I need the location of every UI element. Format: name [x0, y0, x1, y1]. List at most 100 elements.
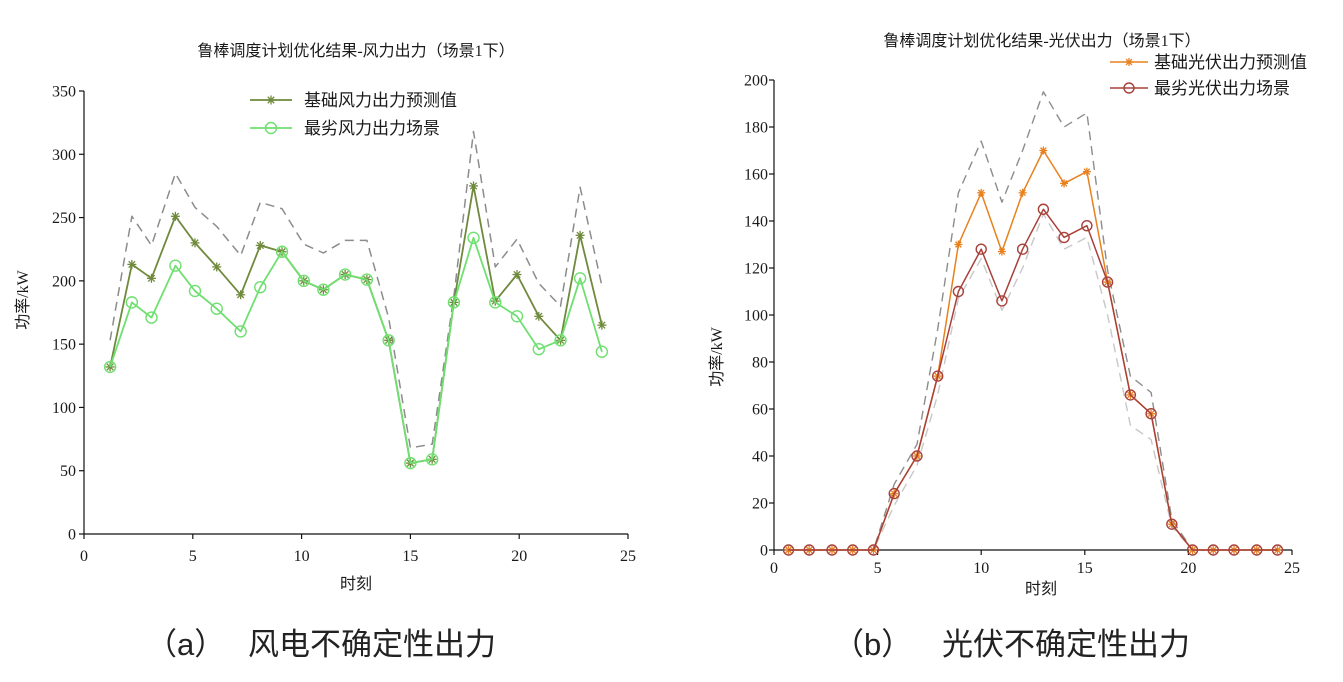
x-tick-label: 10 [294, 548, 310, 565]
wind-series [103, 130, 609, 470]
wind-forecast-marker [469, 181, 479, 191]
wind-worst-case-marker [425, 453, 439, 466]
wind-worst-case-marker-circle [360, 273, 374, 286]
caption-a-text: 风电不确定性出力 [248, 627, 496, 662]
wind-worst-case-marker [103, 360, 117, 374]
pv-forecast-marker [1060, 179, 1069, 188]
wind-worst-case-marker-circle [210, 302, 223, 315]
wind-worst-case-marker [595, 345, 609, 358]
y-tick-label: 180 [744, 120, 768, 137]
pv-worst-case-marker [1058, 231, 1070, 244]
pv-forecast-marker [1018, 188, 1027, 197]
legend-pv-worst-case-marker [1123, 82, 1135, 94]
wind-forecast-marker-stroke [513, 270, 521, 279]
wind-panel: 鲁棒调度计划优化结果-风力出力（场景1下） 0 5 10 15 20 2505010015… [14, 42, 636, 593]
wind-forecast-marker [534, 311, 544, 321]
y-tick-label: 0 [760, 543, 768, 560]
pv-legend-label-forecast: 基础光伏出力预测值 [1154, 53, 1307, 72]
pv-forecast-marker [977, 188, 986, 197]
pv-x-axis-label: 时刻 [1025, 580, 1057, 598]
wind-forecast-marker [170, 211, 180, 221]
pv-worst-case-marker [1124, 389, 1137, 401]
pv-forecast-marker [1082, 167, 1091, 176]
wind-worst-case-marker [297, 274, 310, 288]
legend-pv-forecast-marker [1125, 58, 1133, 66]
wind-worst-case-marker-circle [125, 296, 139, 309]
wind-worst-case-marker-circle [404, 456, 417, 470]
pv-worst-case-marker-circle [975, 243, 987, 255]
pv-worst-case-marker [911, 450, 923, 462]
wind-x-axis-label: 时刻 [340, 575, 372, 593]
pv-worst-case-marker-circle [888, 487, 900, 500]
x-tick-label: 10 [973, 560, 989, 577]
pv-worst-case-marker [996, 295, 1008, 307]
wind-forecast-marker [236, 290, 246, 300]
wind-legend-label-worst-case: 最劣风力出力场景 [304, 119, 440, 138]
pv-worst-case-marker [1037, 203, 1050, 215]
wind-worst-case-marker [169, 259, 182, 272]
wind-forecast-marker-stroke [256, 241, 264, 250]
wind-forecast-marker-stroke [191, 239, 199, 247]
wind-forecast-marker-stroke [598, 321, 606, 329]
pv-worst-case-marker-circle [782, 544, 795, 556]
wind-worst-case-marker [210, 302, 223, 315]
wind-forecast-marker [127, 259, 137, 269]
y-tick-label: 100 [744, 308, 768, 325]
pv-worst-case-marker [1207, 544, 1219, 556]
pv-worst-case-marker-circle [1166, 518, 1178, 530]
x-tick-label: 0 [770, 560, 778, 577]
captions: （a） 风电不确定性出力 （b） 光伏不确定性出力 [146, 627, 1190, 662]
y-tick-label: 40 [752, 449, 768, 466]
wind-worst-case-marker-circle [382, 334, 395, 347]
wind-worst-case-marker [188, 284, 202, 298]
caption-b-label: （b） [833, 627, 912, 662]
pv-worst-case-marker-circle [826, 544, 838, 556]
wind-worst-case-marker-circle [103, 360, 117, 374]
wind-forecast-marker [597, 320, 607, 330]
legend-pv-forecast-marker-stroke [1125, 58, 1133, 66]
pv-worst-case-marker-circle [996, 295, 1008, 307]
pv-series [782, 91, 1284, 556]
x-tick-label: 20 [511, 548, 527, 565]
wind-legend: 基础风力出力预测值 最劣风力出力场景 [250, 91, 457, 138]
wind-forecast-marker [255, 240, 265, 250]
wind-worst-case-marker-circle [573, 272, 587, 285]
wind-worst-case-marker-circle [467, 231, 480, 245]
wind-worst-case-marker [360, 273, 374, 286]
wind-legend-label-forecast: 基础风力出力预测值 [304, 91, 457, 110]
wind-worst-case-marker [254, 280, 267, 294]
wind-worst-case-marker-circle [188, 284, 202, 298]
legend-wind-forecast-marker-stroke [267, 96, 275, 104]
y-tick-label: 200 [744, 73, 768, 90]
pv-worst-case-marker-circle [952, 285, 965, 298]
caption-a-label: （a） [146, 627, 225, 662]
y-tick-label: 20 [752, 496, 768, 513]
y-tick-label: 0 [68, 527, 76, 544]
pv-forecast-marker-stroke [955, 241, 962, 248]
wind-worst-case-marker-circle [447, 296, 461, 309]
pv-worst-case-marker-circle [1016, 243, 1029, 255]
wind-worst-case-marker [338, 268, 352, 281]
wind-forecast-marker [146, 273, 156, 283]
wind-worst-case-marker [447, 296, 461, 309]
pv-worst-case-marker [867, 544, 880, 556]
wind-forecast-marker [105, 362, 115, 372]
pv-forecast-marker-stroke [1060, 180, 1068, 187]
wind-worst-case-marker-circle [554, 334, 567, 347]
y-tick-label: 50 [60, 463, 76, 480]
legend-wind-worst-case-marker-circle [264, 121, 278, 135]
wind-worst-case-marker-circle [254, 280, 267, 294]
pv-panel: 鲁棒调度计划优化结果-光伏出力（场景1下） 0 5 10 15 20 25 0 20 40 60 8… [708, 32, 1307, 598]
pv-forecast-marker-stroke [977, 189, 985, 197]
pv-worst-case-marker [952, 285, 965, 298]
wind-upper-bound-line [109, 130, 603, 449]
wind-forecast-marker-stroke [576, 231, 584, 239]
legend-wind-forecast-marker [266, 95, 276, 105]
pv-chart-title: 鲁棒调度计划优化结果-光伏出力（场景1下） [883, 32, 1200, 50]
wind-worst-case-marker [125, 296, 139, 309]
wind-worst-case-marker-circle [297, 274, 310, 288]
x-tick-label: 15 [402, 548, 418, 565]
y-tick-label: 80 [752, 355, 768, 372]
